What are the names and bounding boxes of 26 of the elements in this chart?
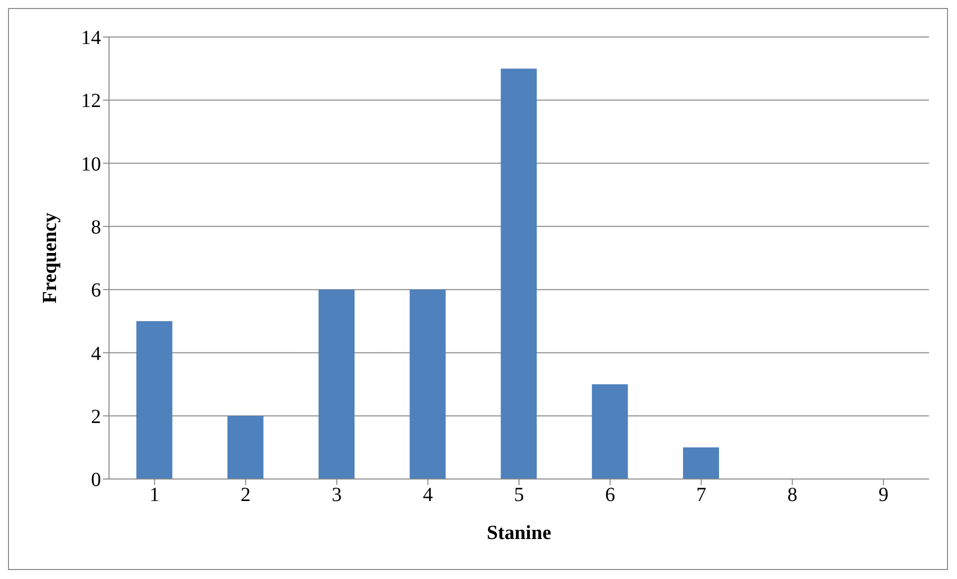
x-tick-label: 9 (878, 484, 888, 506)
bar (410, 290, 446, 479)
bar (318, 290, 355, 479)
y-tick-label: 12 (81, 90, 101, 112)
bar (592, 384, 628, 479)
y-tick-label: 10 (81, 153, 101, 176)
x-tick-label: 5 (514, 484, 524, 506)
y-tick-label: 14 (81, 27, 101, 50)
bar (227, 416, 264, 479)
y-tick-label: 0 (91, 469, 101, 492)
x-tick-label: 3 (332, 484, 342, 506)
y-axis-title: Frequency (39, 212, 62, 304)
bar (500, 68, 537, 479)
x-tick-label: 7 (696, 484, 706, 506)
x-tick-label: 8 (787, 484, 798, 506)
x-tick-label: 1 (150, 484, 160, 506)
y-tick-label: 4 (91, 342, 101, 365)
bar (136, 321, 172, 479)
y-tick-label: 6 (91, 280, 101, 302)
y-tick-label: 2 (91, 406, 101, 428)
x-axis-title: Stanine (486, 522, 552, 544)
y-tick-label: 8 (91, 216, 101, 239)
bar (683, 447, 719, 479)
x-tick-label: 4 (422, 484, 433, 506)
x-tick-label: 6 (605, 484, 616, 506)
x-tick-label: 2 (240, 484, 251, 506)
